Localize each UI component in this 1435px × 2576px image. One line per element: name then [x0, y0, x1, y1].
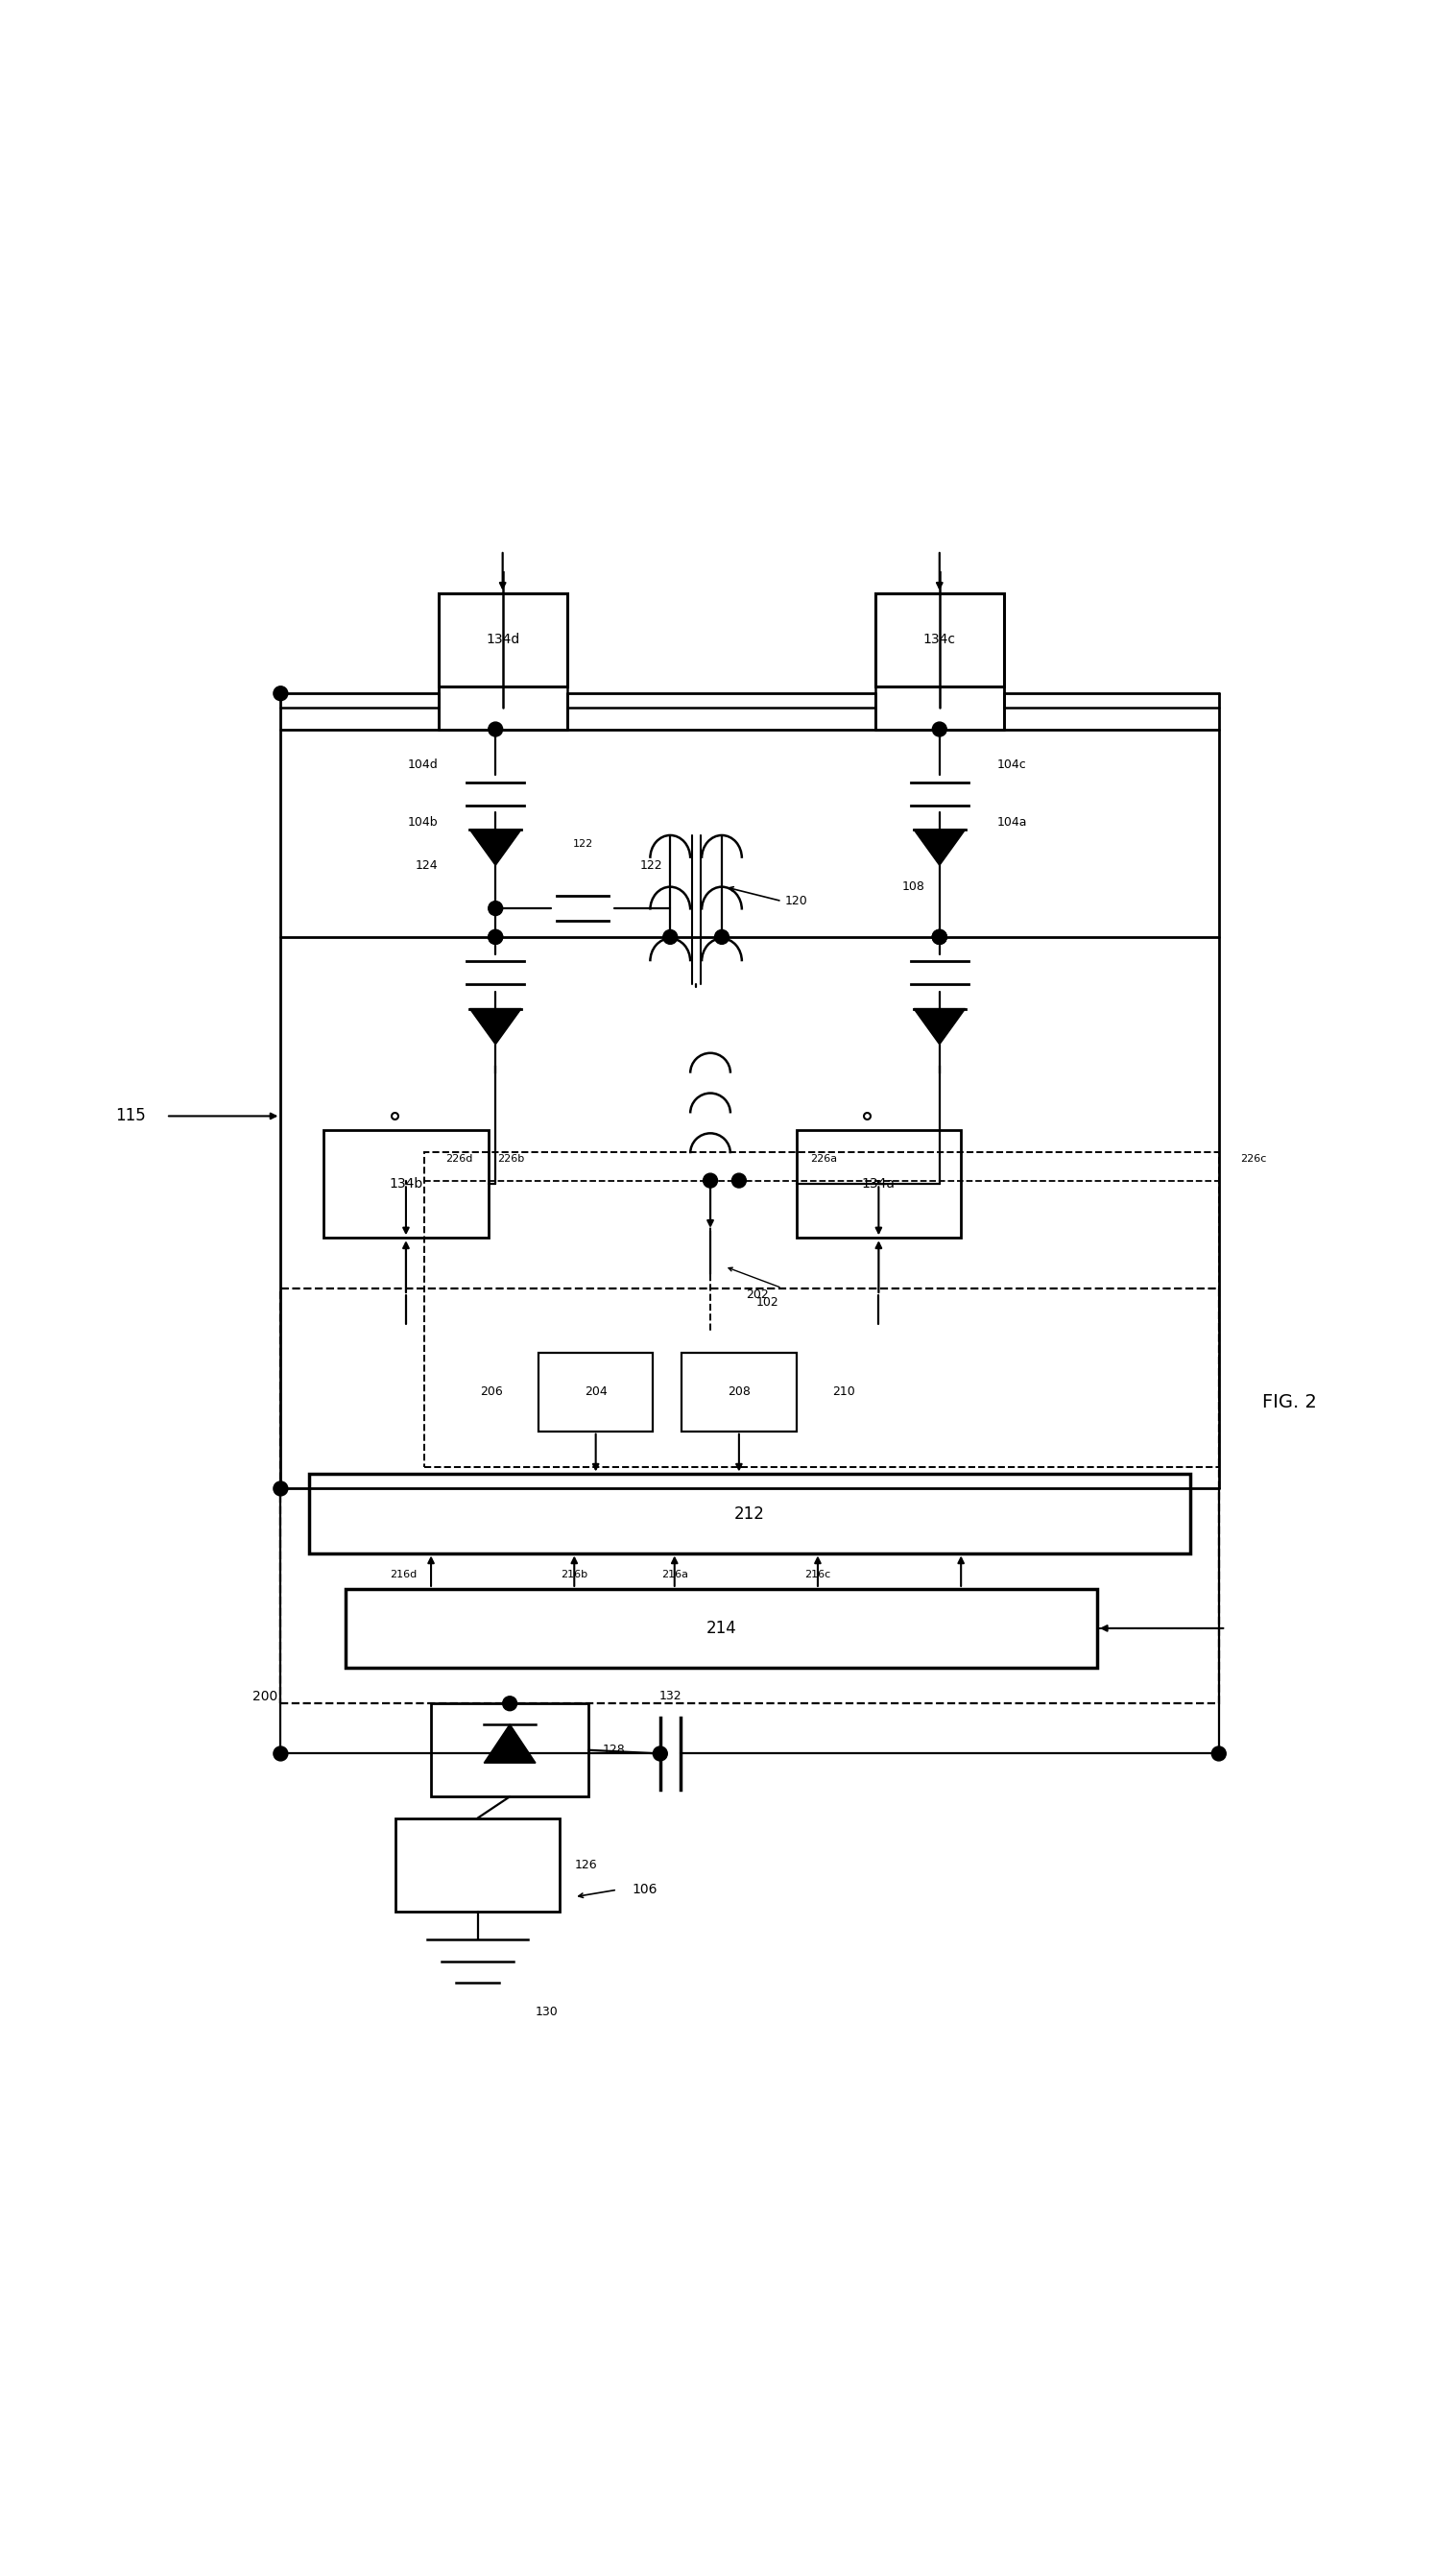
Text: 132: 132: [659, 1690, 682, 1703]
Circle shape: [732, 1175, 746, 1188]
Text: 134b: 134b: [389, 1177, 423, 1190]
Text: 216a: 216a: [662, 1569, 687, 1579]
Text: FIG. 2: FIG. 2: [1261, 1394, 1316, 1412]
Circle shape: [488, 930, 502, 945]
Bar: [281, 1288, 1218, 1703]
Circle shape: [502, 1698, 517, 1710]
Circle shape: [488, 721, 502, 737]
Bar: [423, 1151, 1218, 1468]
Text: 134d: 134d: [485, 634, 519, 647]
Circle shape: [703, 1175, 718, 1188]
Bar: [682, 1352, 796, 1432]
Text: 226c: 226c: [1240, 1154, 1267, 1164]
Text: 122: 122: [640, 860, 663, 871]
Circle shape: [488, 930, 502, 945]
Bar: [796, 1131, 961, 1239]
Bar: [344, 1589, 1098, 1667]
Text: 134a: 134a: [862, 1177, 895, 1190]
Text: 120: 120: [785, 894, 808, 907]
Text: 226d: 226d: [445, 1154, 472, 1164]
Bar: [310, 1473, 1190, 1553]
Text: 130: 130: [535, 2004, 558, 2017]
Text: 216d: 216d: [389, 1569, 416, 1579]
Text: 226b: 226b: [497, 1154, 524, 1164]
Polygon shape: [469, 1010, 521, 1043]
Text: 102: 102: [756, 1296, 779, 1309]
Circle shape: [933, 930, 947, 945]
Polygon shape: [914, 1010, 966, 1043]
Text: 104b: 104b: [408, 817, 438, 829]
Text: 208: 208: [728, 1386, 751, 1399]
Circle shape: [1211, 1747, 1225, 1762]
Text: 202: 202: [746, 1288, 769, 1301]
Polygon shape: [914, 829, 966, 866]
Text: 200: 200: [253, 1690, 277, 1703]
Polygon shape: [484, 1723, 535, 1762]
Circle shape: [274, 685, 288, 701]
Text: 210: 210: [832, 1386, 855, 1399]
Bar: [430, 1703, 588, 1795]
Text: 126: 126: [574, 1857, 597, 1870]
Bar: [875, 592, 1004, 685]
Text: 214: 214: [706, 1620, 736, 1636]
Text: 104c: 104c: [997, 760, 1026, 770]
Text: 216c: 216c: [805, 1569, 831, 1579]
Text: 226a: 226a: [811, 1154, 838, 1164]
Text: 115: 115: [115, 1108, 145, 1126]
Circle shape: [274, 1481, 288, 1497]
Circle shape: [933, 721, 947, 737]
Text: 206: 206: [479, 1386, 502, 1399]
Text: 134c: 134c: [923, 634, 956, 647]
Circle shape: [715, 930, 729, 945]
Bar: [438, 592, 567, 685]
Circle shape: [274, 1747, 288, 1762]
Bar: [395, 1819, 560, 1911]
Circle shape: [933, 930, 947, 945]
Circle shape: [653, 1747, 667, 1762]
Text: 104a: 104a: [997, 817, 1027, 829]
Text: 216b: 216b: [561, 1569, 588, 1579]
Text: 124: 124: [416, 860, 438, 871]
Bar: [324, 1131, 488, 1239]
Circle shape: [663, 930, 677, 945]
Circle shape: [488, 902, 502, 914]
Text: 204: 204: [584, 1386, 607, 1399]
Polygon shape: [469, 829, 521, 866]
Text: 122: 122: [573, 840, 593, 848]
Text: 104d: 104d: [408, 760, 438, 770]
Text: 128: 128: [603, 1744, 626, 1757]
Text: 212: 212: [735, 1504, 765, 1522]
Circle shape: [933, 930, 947, 945]
Text: 108: 108: [903, 881, 926, 894]
Bar: [538, 1352, 653, 1432]
Text: 106: 106: [631, 1883, 657, 1896]
